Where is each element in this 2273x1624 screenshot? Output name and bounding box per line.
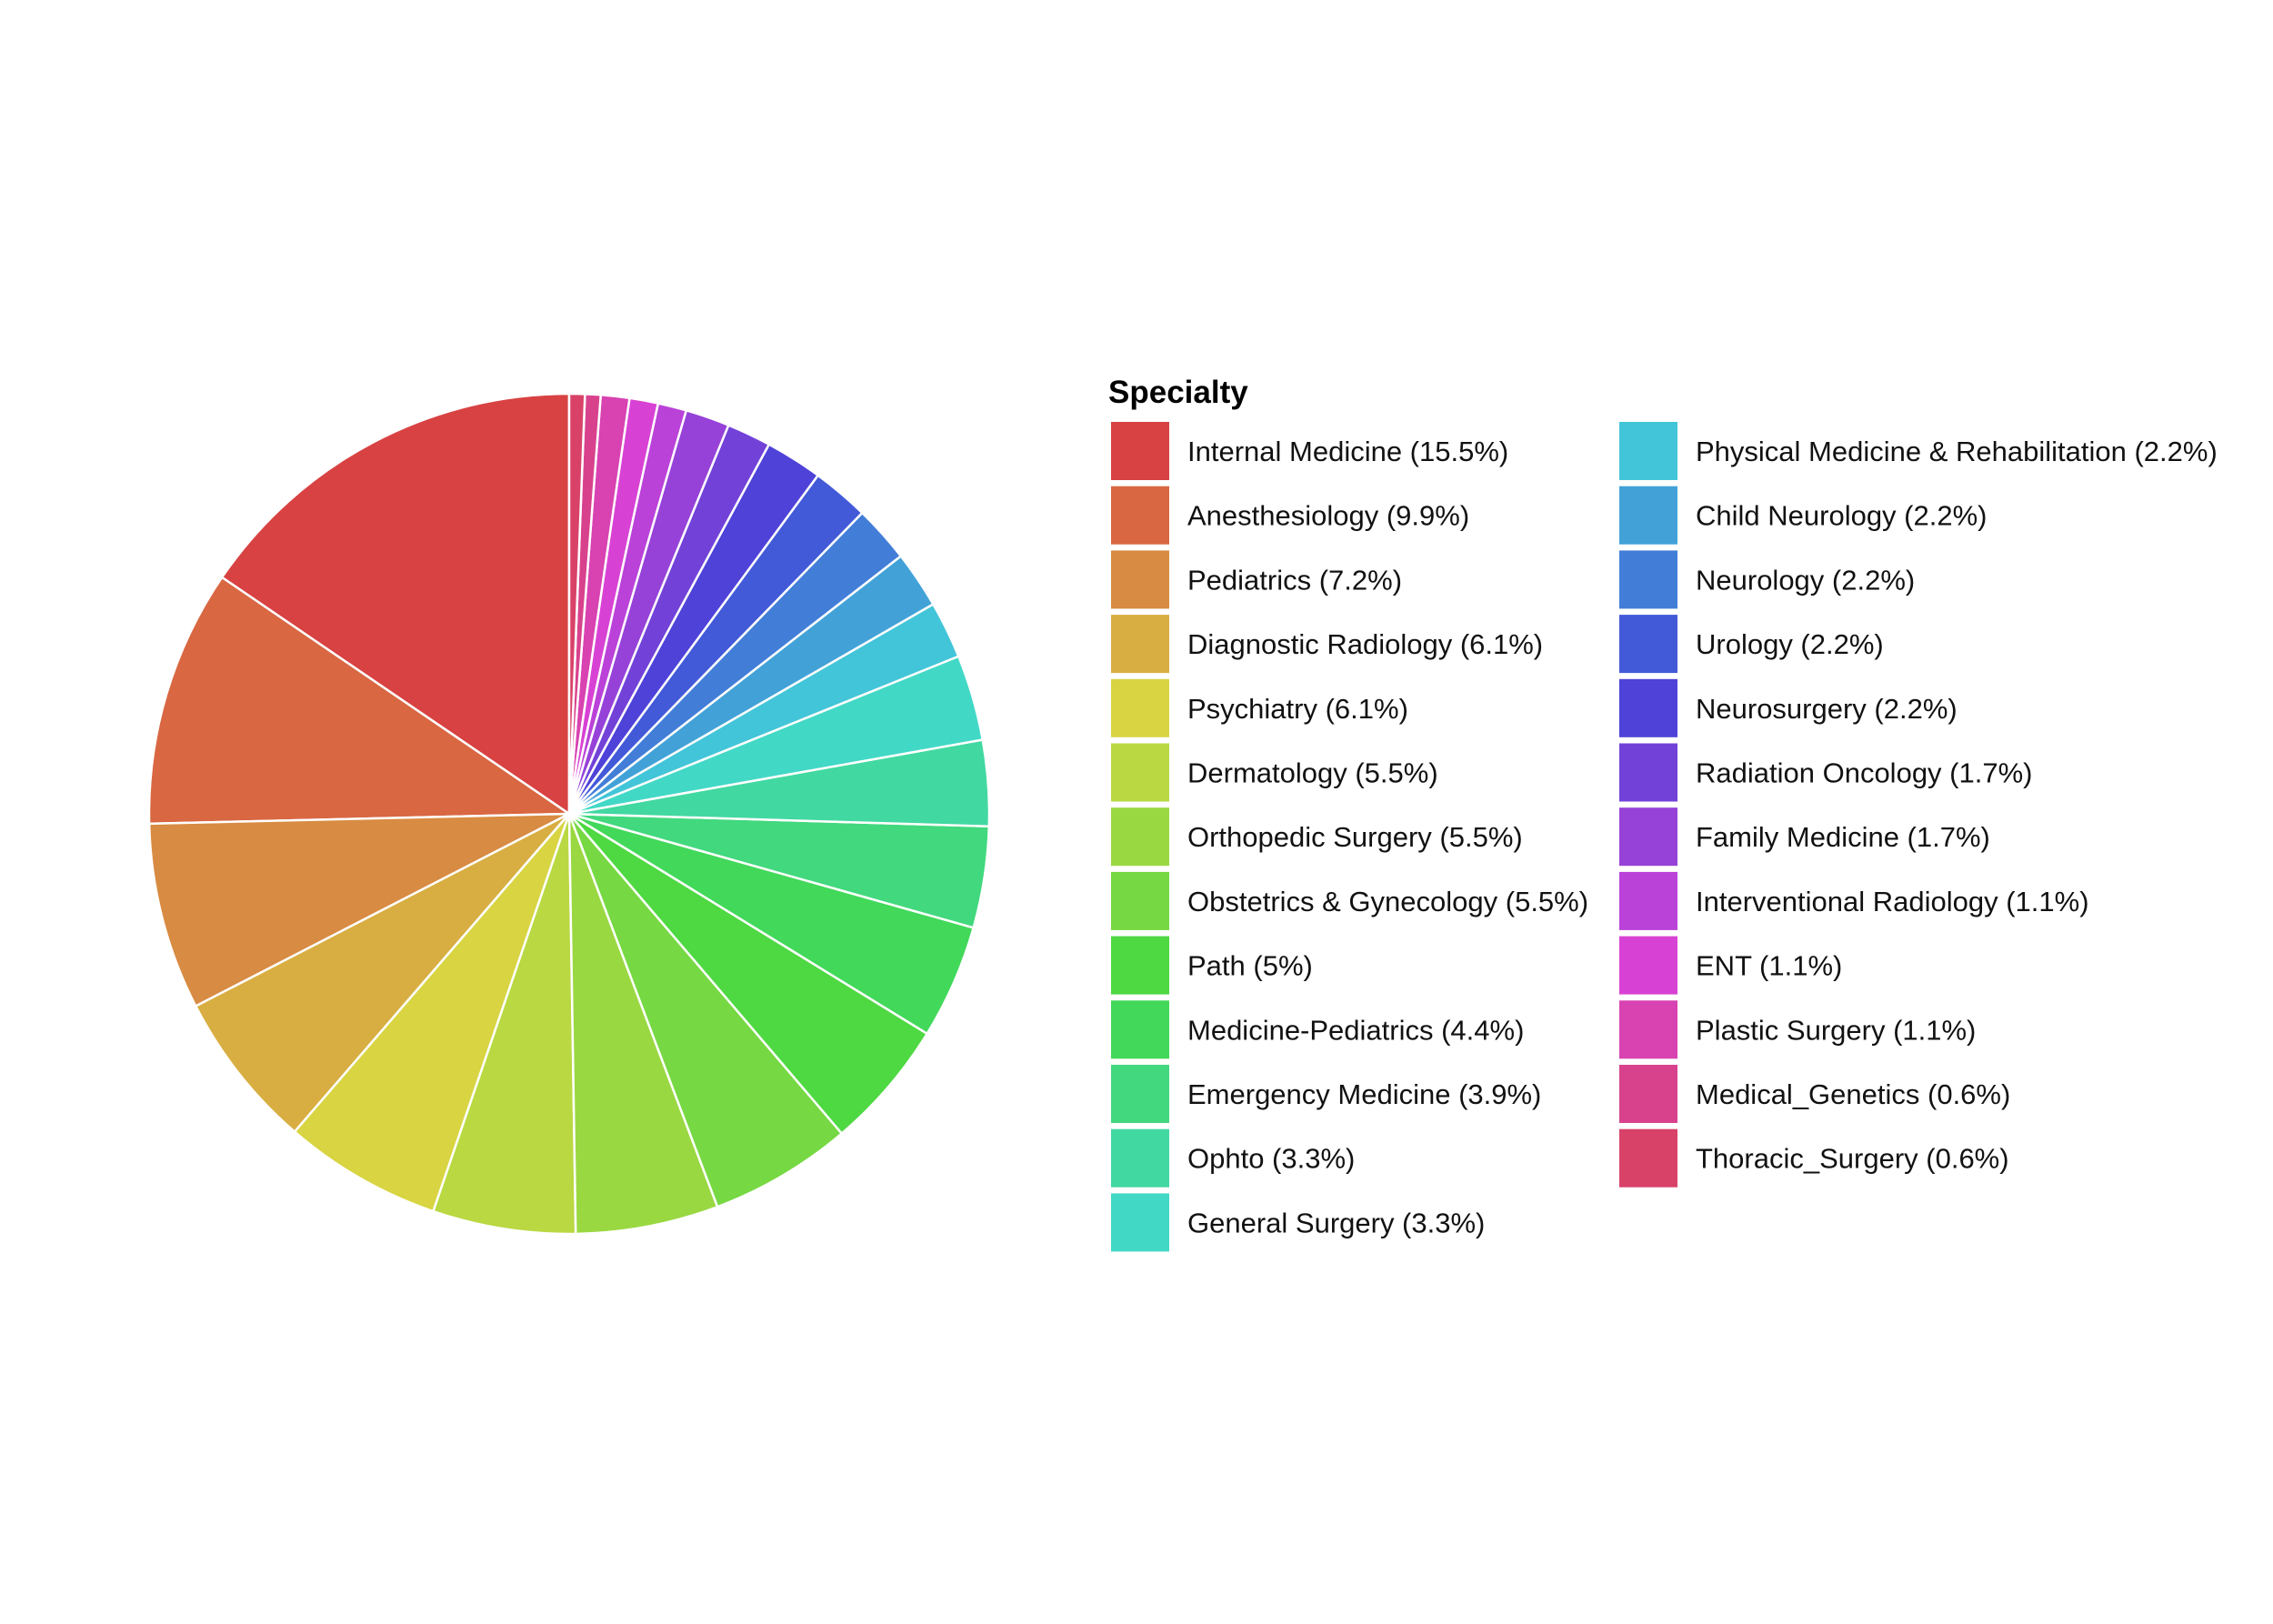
- legend-item: Psychiatry (6.1%): [1111, 678, 1408, 737]
- legend-items: Internal Medicine (15.5%) Anesthesiology …: [1111, 422, 2218, 1252]
- legend-key-swatch: [1111, 936, 1169, 995]
- legend-key-swatch: [1619, 1000, 1677, 1059]
- legend-item: General Surgery (3.3%): [1111, 1193, 1485, 1252]
- legend-item: Neurology (2.2%): [1619, 550, 1915, 609]
- legend-item: Interventional Radiology (1.1%): [1619, 871, 2089, 930]
- pie-slice-8: [568, 812, 929, 1136]
- legend-item: Radiation Oncology (1.7%): [1619, 743, 2032, 802]
- legend-label: Plastic Surgery (1.1%): [1696, 1014, 1976, 1046]
- legend-label: Medical_Genetics (0.6%): [1696, 1078, 2010, 1110]
- legend-key-swatch: [1111, 1128, 1169, 1188]
- legend-title: Specialty: [1108, 375, 1248, 410]
- legend-label: Pediatrics (7.2%): [1187, 564, 1402, 596]
- legend-label: Family Medicine (1.7%): [1696, 821, 1990, 853]
- legend-key-swatch: [1619, 678, 1677, 737]
- pie-slice-24: [567, 392, 586, 815]
- legend-item: Ophto (3.3%): [1111, 1128, 1355, 1188]
- legend-item: Family Medicine (1.7%): [1619, 807, 1990, 867]
- legend-label: Radiation Oncology (1.7%): [1696, 757, 2032, 789]
- legend-item: Dermatology (5.5%): [1111, 743, 1438, 802]
- pie-slice-1: [147, 576, 573, 826]
- legend-label: Urology (2.2%): [1696, 628, 1884, 660]
- pie-slice-5: [431, 813, 577, 1236]
- legend-key-swatch: [1111, 678, 1169, 737]
- legend-item: Orthopedic Surgery (5.5%): [1111, 807, 1523, 867]
- legend-label: Neurology (2.2%): [1696, 564, 1915, 596]
- legend-key-swatch: [1619, 550, 1677, 609]
- legend-label: Internal Medicine (15.5%): [1187, 436, 1508, 467]
- legend-item: Thoracic_Surgery (0.6%): [1619, 1128, 2009, 1188]
- legend-label: Thoracic_Surgery (0.6%): [1696, 1143, 2009, 1175]
- legend-item: Anesthesiology (9.9%): [1111, 486, 1469, 545]
- legend-key-swatch: [1111, 1000, 1169, 1059]
- legend-item: Pediatrics (7.2%): [1111, 550, 1402, 609]
- legend-item: ENT (1.1%): [1619, 936, 1842, 995]
- legend-item: Diagnostic Radiology (6.1%): [1111, 615, 1543, 674]
- pie-slice-6: [567, 813, 719, 1236]
- legend-item: Medicine-Pediatrics (4.4%): [1111, 1000, 1524, 1059]
- legend-key-swatch: [1619, 871, 1677, 930]
- legend-item: Physical Medicine & Rehabilitation (2.2%…: [1619, 422, 2218, 480]
- legend-key-swatch: [1619, 807, 1677, 867]
- legend-item: Plastic Surgery (1.1%): [1619, 1000, 1976, 1059]
- legend-key-swatch: [1111, 1065, 1169, 1123]
- legend-label: Obstetrics & Gynecology (5.5%): [1187, 886, 1588, 917]
- legend-key-swatch: [1111, 743, 1169, 802]
- pie-slice-4: [293, 813, 571, 1213]
- legend-item: Obstetrics & Gynecology (5.5%): [1111, 871, 1588, 930]
- legend-key-swatch: [1619, 1128, 1677, 1188]
- legend-label: Child Neurology (2.2%): [1696, 500, 1987, 532]
- pie-slice-0: [220, 392, 571, 817]
- legend-item: Urology (2.2%): [1619, 615, 1884, 674]
- legend-label: General Surgery (3.3%): [1187, 1207, 1485, 1238]
- legend-key-swatch: [1111, 422, 1169, 480]
- legend-key-swatch: [1111, 1193, 1169, 1252]
- legend-label: Neurosurgery (2.2%): [1696, 693, 1958, 725]
- legend-item: Medical_Genetics (0.6%): [1619, 1065, 2010, 1123]
- legend-label: Ophto (3.3%): [1187, 1143, 1355, 1175]
- legend-item: Neurosurgery (2.2%): [1619, 678, 1958, 737]
- legend-label: Path (5%): [1187, 950, 1313, 982]
- legend-key-swatch: [1111, 615, 1169, 674]
- legend-label: Physical Medicine & Rehabilitation (2.2%…: [1696, 436, 2218, 467]
- legend-label: Dermatology (5.5%): [1187, 757, 1438, 789]
- pie-slice-7: [567, 813, 844, 1208]
- pie-slice-3: [194, 812, 570, 1134]
- legend-label: Interventional Radiology (1.1%): [1696, 886, 2089, 917]
- legend-label: Psychiatry (6.1%): [1187, 693, 1408, 725]
- legend-key-swatch: [1111, 871, 1169, 930]
- legend-label: Anesthesiology (9.9%): [1187, 500, 1469, 532]
- legend: Specialty Internal Medicine (15.5%) Anest…: [1108, 375, 2218, 1252]
- legend-key-swatch: [1619, 615, 1677, 674]
- legend-label: Diagnostic Radiology (6.1%): [1187, 628, 1543, 660]
- legend-item: Emergency Medicine (3.9%): [1111, 1065, 1541, 1123]
- legend-key-swatch: [1619, 743, 1677, 802]
- pie-slices: [147, 392, 991, 1236]
- legend-key-swatch: [1111, 486, 1169, 545]
- legend-label: Medicine-Pediatrics (4.4%): [1187, 1014, 1524, 1046]
- legend-key-swatch: [1111, 807, 1169, 867]
- legend-label: Emergency Medicine (3.9%): [1187, 1078, 1541, 1110]
- legend-key-swatch: [1619, 1065, 1677, 1123]
- legend-key-swatch: [1619, 422, 1677, 480]
- legend-item: Child Neurology (2.2%): [1619, 486, 1987, 545]
- legend-key-swatch: [1111, 550, 1169, 609]
- legend-item: Internal Medicine (15.5%): [1111, 422, 1508, 480]
- pie-slice-2: [147, 812, 570, 1008]
- legend-label: ENT (1.1%): [1696, 950, 1842, 982]
- legend-key-swatch: [1619, 936, 1677, 995]
- legend-key-swatch: [1619, 486, 1677, 545]
- legend-item: Path (5%): [1111, 936, 1313, 995]
- legend-label: Orthopedic Surgery (5.5%): [1187, 821, 1523, 853]
